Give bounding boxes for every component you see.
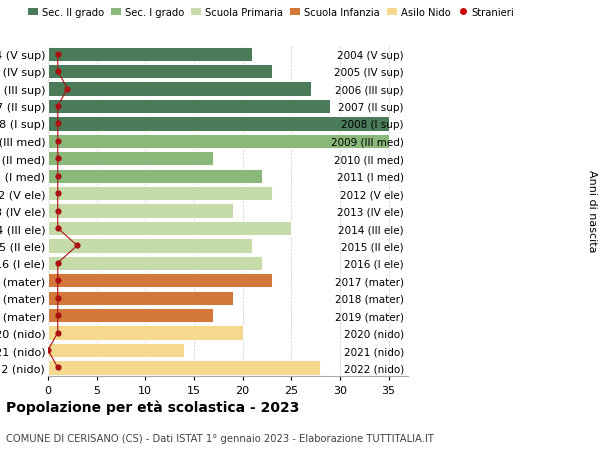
- Bar: [48, 221, 291, 235]
- Text: Popolazione per età scolastica - 2023: Popolazione per età scolastica - 2023: [6, 399, 299, 414]
- Bar: [48, 187, 272, 201]
- Bar: [48, 169, 262, 184]
- Bar: [48, 343, 184, 358]
- Bar: [48, 308, 214, 323]
- Bar: [48, 239, 253, 253]
- Bar: [48, 82, 311, 96]
- Bar: [48, 291, 233, 305]
- Bar: [48, 256, 262, 270]
- Bar: [48, 47, 253, 62]
- Bar: [48, 274, 272, 288]
- Bar: [48, 134, 389, 149]
- Bar: [48, 117, 389, 131]
- Text: COMUNE DI CERISANO (CS) - Dati ISTAT 1° gennaio 2023 - Elaborazione TUTTITALIA.I: COMUNE DI CERISANO (CS) - Dati ISTAT 1° …: [6, 433, 434, 442]
- Legend: Sec. II grado, Sec. I grado, Scuola Primaria, Scuola Infanzia, Asilo Nido, Stran: Sec. II grado, Sec. I grado, Scuola Prim…: [28, 8, 514, 18]
- Bar: [48, 326, 242, 340]
- Bar: [48, 65, 272, 79]
- Bar: [48, 204, 233, 218]
- Bar: [48, 100, 330, 114]
- Bar: [48, 152, 214, 166]
- Text: Anni di nascita: Anni di nascita: [587, 170, 597, 252]
- Bar: [48, 361, 320, 375]
